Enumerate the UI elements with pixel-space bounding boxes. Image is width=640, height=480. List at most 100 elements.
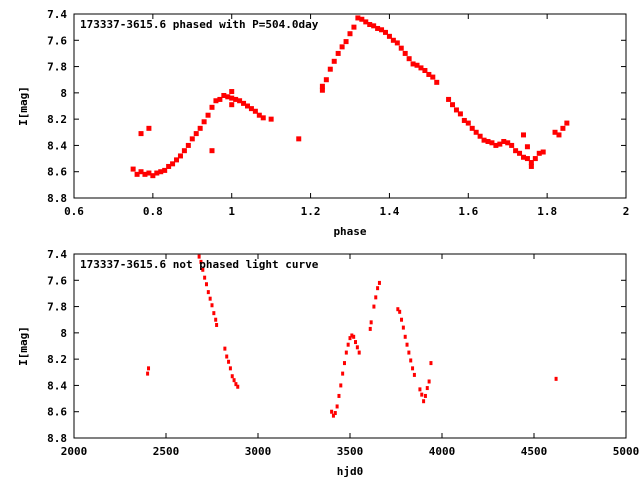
data-point — [461, 117, 467, 123]
data-point — [130, 166, 136, 172]
data-point — [174, 157, 180, 163]
data-point — [205, 112, 211, 118]
data-point — [185, 142, 191, 148]
data-point — [411, 366, 415, 371]
data-point — [536, 150, 542, 156]
x-tick-label: 0.8 — [143, 205, 163, 218]
data-point — [410, 61, 416, 67]
data-point — [564, 120, 570, 126]
x-tick-label: 2500 — [153, 445, 180, 458]
data-point — [403, 334, 407, 339]
data-point — [552, 129, 558, 135]
x-tick-label: 1 — [228, 205, 235, 218]
data-point — [244, 103, 250, 109]
data-point — [268, 116, 274, 122]
data-point — [532, 156, 538, 162]
data-point — [426, 71, 432, 77]
data-point — [256, 112, 262, 118]
data-point — [337, 393, 341, 398]
data-point — [162, 167, 168, 173]
chart-title: 173337-3615.6 phased with P=504.0day — [80, 18, 319, 31]
data-point — [368, 326, 372, 331]
data-point — [197, 254, 201, 259]
phased-light-curve-plot: 0.6 0.8 1 1.2 1.4 1.6 1.8 2 7.4 7.6 7.8 8 8.2 8.4 8.6 8… — [17, 8, 629, 238]
data-point — [339, 44, 345, 50]
y-tick-label: 7.4 — [47, 248, 67, 261]
data-point — [434, 79, 440, 85]
data-point — [203, 275, 207, 280]
data-point — [296, 136, 302, 142]
data-point — [528, 163, 534, 169]
y-tick-label: 7.8 — [47, 301, 67, 314]
x-tick-label: 1.2 — [301, 205, 321, 218]
data-point — [260, 115, 266, 121]
data-point — [390, 37, 396, 43]
data-point — [520, 154, 526, 160]
data-point — [237, 98, 243, 104]
data-point — [406, 56, 412, 62]
data-point — [210, 303, 214, 308]
x-tick-label: 4500 — [521, 445, 548, 458]
data-point — [177, 153, 183, 159]
data-point — [154, 170, 160, 176]
data-point — [425, 386, 429, 391]
data-point — [423, 393, 427, 398]
data-point — [134, 171, 140, 177]
data-point — [556, 132, 562, 138]
x-tick-label: 2 — [623, 205, 630, 218]
data-point — [402, 50, 408, 56]
data-point — [351, 24, 357, 30]
data-point — [481, 137, 487, 143]
data-point — [327, 66, 333, 72]
data-point — [540, 149, 546, 155]
data-point — [319, 83, 325, 89]
data-point — [158, 169, 164, 175]
data-point — [363, 19, 369, 25]
data-point — [524, 156, 530, 162]
data-point — [528, 160, 534, 166]
y-tick-label: 8.2 — [47, 353, 67, 366]
data-point — [446, 96, 452, 102]
data-point — [369, 320, 373, 325]
y-tick-label: 8 — [60, 87, 67, 100]
data-point — [341, 371, 345, 376]
data-point — [333, 411, 337, 416]
data-point — [335, 404, 339, 409]
y-tick-label: 8.4 — [47, 379, 67, 392]
data-point — [420, 392, 424, 397]
data-point — [339, 383, 343, 388]
data-point — [229, 95, 235, 101]
data-point — [209, 148, 215, 154]
data-point — [489, 140, 495, 146]
data-point — [342, 361, 346, 366]
data-point — [367, 22, 373, 28]
data-point — [330, 409, 334, 414]
data-point — [376, 286, 380, 291]
data-point — [201, 267, 205, 272]
x-tick-label: 1.8 — [537, 205, 557, 218]
data-point — [355, 345, 359, 350]
data-point — [352, 334, 356, 339]
data-point — [394, 40, 400, 46]
data-point — [138, 169, 144, 175]
data-point — [357, 350, 361, 355]
data-point — [517, 150, 523, 156]
data-point — [509, 142, 515, 148]
data-point — [412, 372, 416, 377]
data-point — [146, 371, 150, 376]
data-point — [228, 366, 232, 371]
data-point — [229, 102, 235, 108]
data-point — [354, 340, 358, 345]
data-point — [201, 119, 207, 125]
x-tick-label: 4000 — [429, 445, 456, 458]
data-point — [213, 98, 219, 104]
data-point — [197, 125, 203, 131]
data-point — [346, 342, 350, 347]
data-point — [142, 171, 148, 177]
data-point — [374, 295, 378, 300]
y-axis-label: I[mag] — [17, 326, 30, 366]
data-point — [398, 45, 404, 51]
data-point — [347, 31, 353, 37]
y-tick-label: 8.6 — [47, 406, 67, 419]
